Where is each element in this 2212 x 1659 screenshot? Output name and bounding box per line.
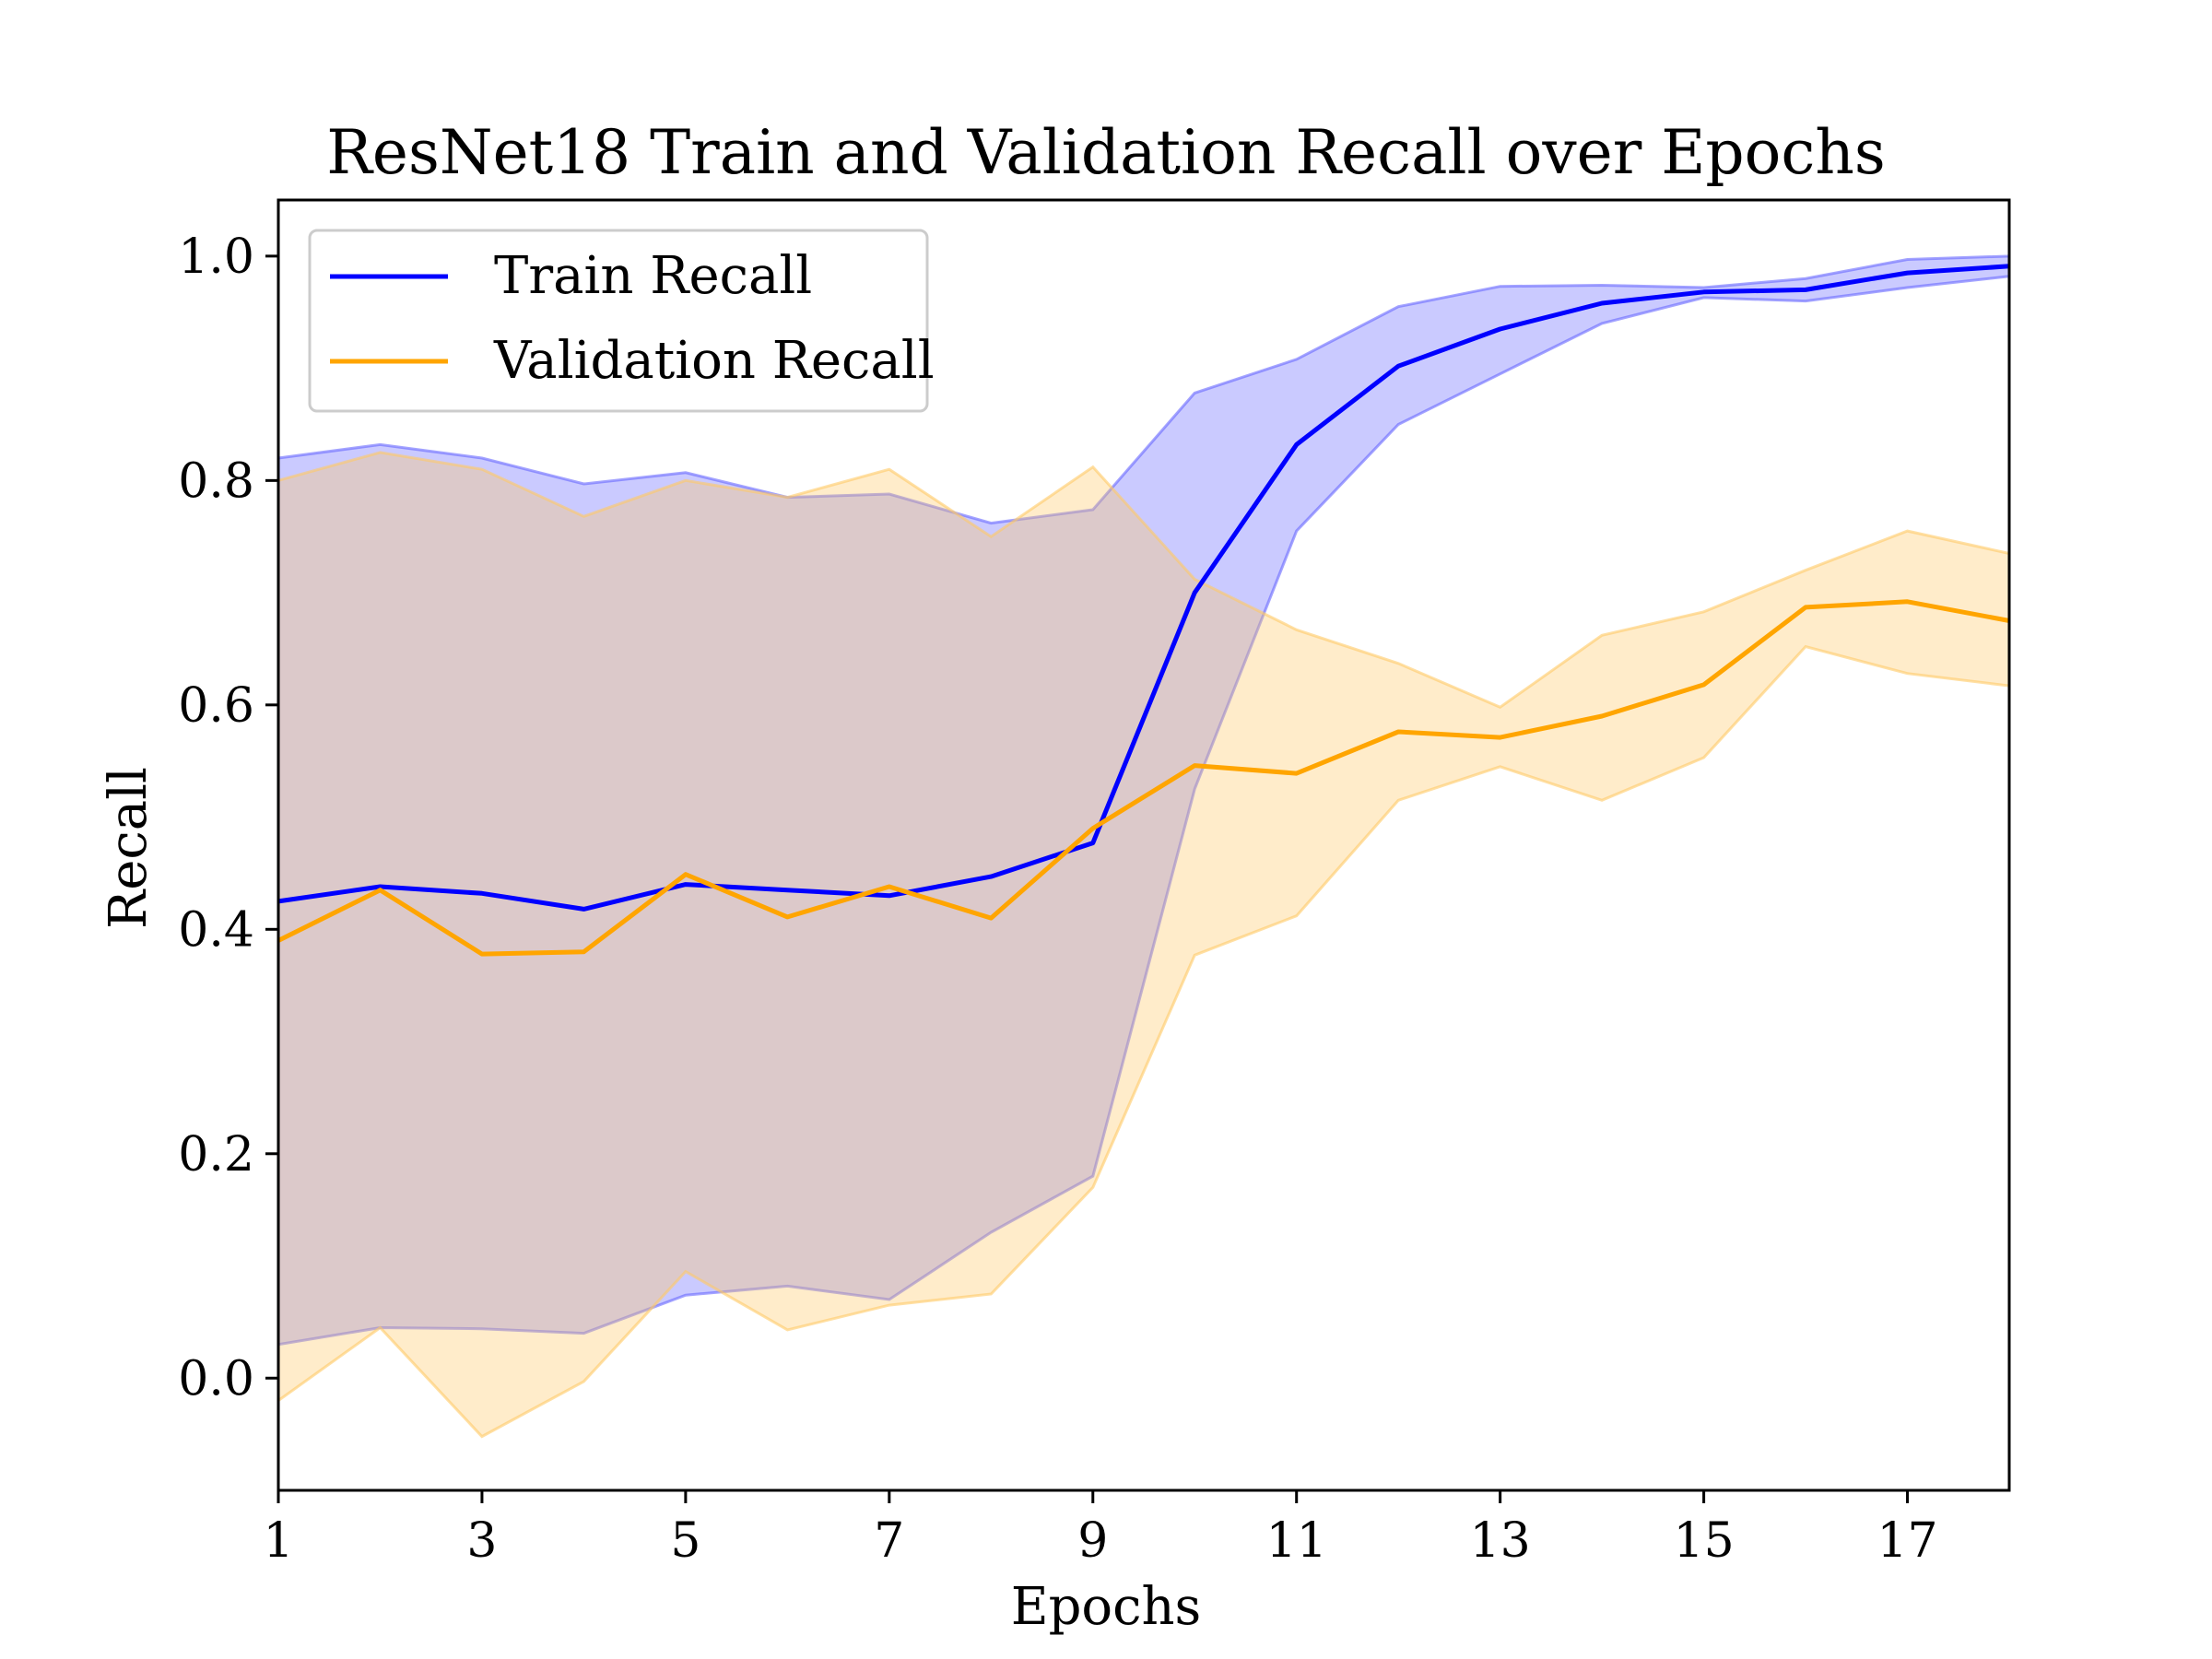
series-0-point — [1701, 289, 1707, 295]
series-1-point — [784, 914, 790, 920]
series-1-point — [1192, 763, 1197, 769]
series-1-point — [1090, 826, 1096, 831]
series-0-point — [581, 906, 586, 912]
series-1-line — [276, 599, 2010, 957]
series-1-point — [1498, 735, 1503, 740]
series-1-point — [1905, 599, 1911, 605]
x-tick-label: 13 — [1470, 1513, 1531, 1569]
chart-title: ResNet18 Train and Validation Recall ove… — [326, 117, 1886, 188]
series-1-point — [1395, 729, 1401, 735]
legend-label-0: Train Recall — [494, 246, 812, 306]
x-tick-label: 1 — [263, 1513, 293, 1569]
y-axis-label: Recall — [99, 767, 159, 929]
x-axis-label: Epochs — [1011, 1577, 1202, 1637]
series-1-point — [581, 949, 586, 955]
series-0-point — [1905, 270, 1911, 276]
y-tick-label: 0.8 — [178, 453, 254, 509]
y-tick-label: 0.2 — [178, 1127, 254, 1182]
y-tick-label: 1.0 — [178, 229, 254, 285]
series-1-point — [1599, 713, 1605, 719]
series-0-point — [1192, 590, 1197, 595]
series-1-point — [1803, 605, 1808, 610]
plot-area: 1 3 5 7 9 11 13 15 170.00.20.40.60.81.0 — [178, 198, 2011, 1569]
legend: Train Recall Validation Recall — [308, 229, 935, 413]
series-1-point — [1701, 682, 1707, 688]
legend-label-1: Validation Recall — [493, 331, 935, 391]
x-tick-label: 11 — [1266, 1513, 1327, 1569]
series-0-point — [1803, 287, 1808, 292]
y-tick-label: 0.6 — [178, 678, 254, 734]
y-tick-label: 0.4 — [178, 902, 254, 958]
series-0-point — [988, 874, 994, 879]
series-1-point — [988, 915, 994, 921]
series-0-point — [1599, 300, 1605, 306]
series-1-point — [378, 888, 383, 893]
series-0-point — [479, 890, 485, 896]
series-0-point — [784, 888, 790, 893]
series-1-point — [887, 884, 892, 889]
series-1-point — [683, 872, 688, 877]
series-0-point — [1294, 441, 1300, 447]
series-0-line — [277, 264, 2010, 912]
axes-frame — [276, 198, 2011, 1492]
x-tick-label: 15 — [1674, 1513, 1735, 1569]
series-1-point — [1294, 771, 1300, 776]
series-0-point — [1498, 326, 1503, 332]
x-tick-label: 17 — [1877, 1513, 1937, 1569]
series-1-point — [479, 951, 485, 957]
y-tick-label: 0.0 — [178, 1351, 254, 1406]
series-0-point — [1395, 363, 1401, 369]
x-tick-label: 5 — [670, 1513, 700, 1569]
series-0-point — [887, 893, 892, 899]
x-tick-label: 7 — [874, 1513, 904, 1569]
x-tick-label: 9 — [1077, 1513, 1108, 1569]
legend-box — [308, 229, 929, 413]
series-0-point — [1090, 841, 1096, 846]
x-tick-label: 3 — [466, 1513, 497, 1569]
series-0-point — [683, 882, 688, 888]
